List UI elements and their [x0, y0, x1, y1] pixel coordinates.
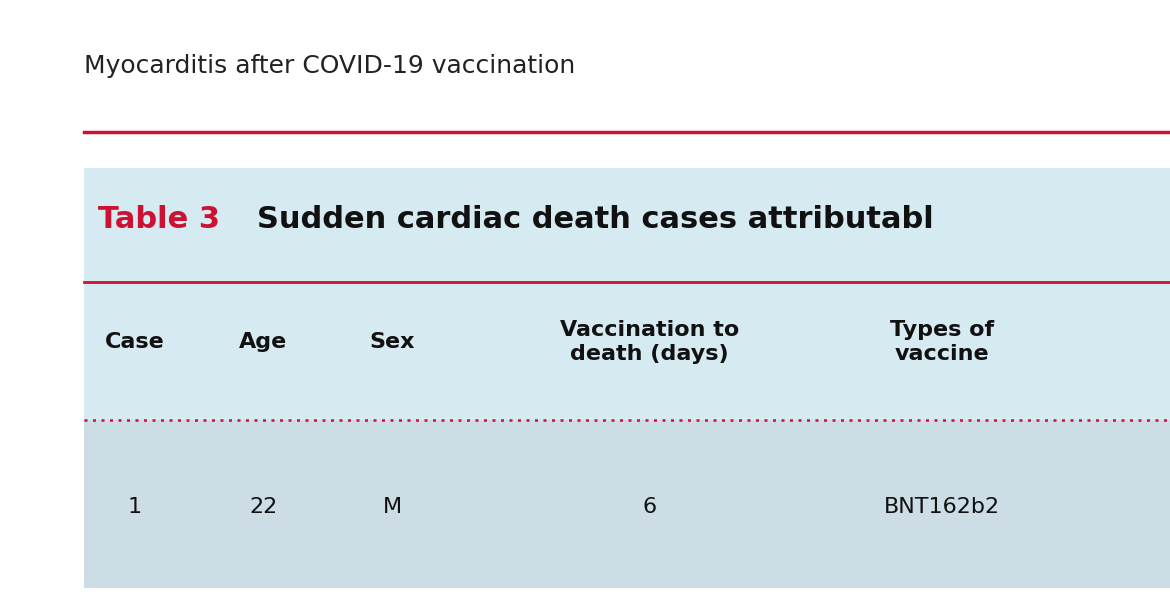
- Text: M: M: [383, 497, 401, 517]
- Text: Table 3: Table 3: [98, 205, 220, 233]
- Text: Vaccination to
death (days): Vaccination to death (days): [559, 320, 739, 364]
- Text: Myocarditis after COVID-19 vaccination: Myocarditis after COVID-19 vaccination: [84, 54, 576, 78]
- Text: 6: 6: [642, 497, 656, 517]
- Text: 1: 1: [128, 497, 142, 517]
- Text: Age: Age: [239, 332, 288, 352]
- Text: Sudden cardiac death cases attributabl: Sudden cardiac death cases attributabl: [225, 205, 934, 233]
- Text: Types of
vaccine: Types of vaccine: [890, 320, 993, 364]
- Text: 22: 22: [249, 497, 277, 517]
- Text: Sex: Sex: [370, 332, 414, 352]
- Text: BNT162b2: BNT162b2: [883, 497, 1000, 517]
- FancyBboxPatch shape: [84, 168, 1170, 588]
- FancyBboxPatch shape: [84, 420, 1170, 588]
- Text: Case: Case: [104, 332, 165, 352]
